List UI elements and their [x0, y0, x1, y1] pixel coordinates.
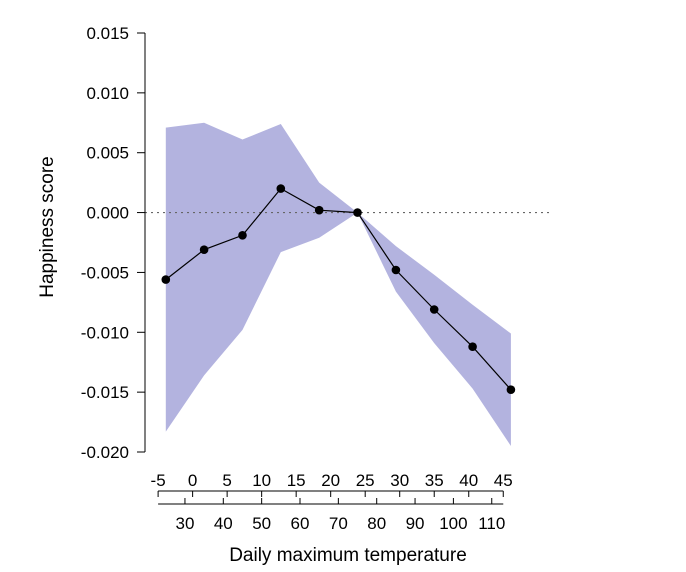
y-tick-label: -0.010	[81, 323, 129, 342]
y-tick-label: -0.015	[81, 383, 129, 402]
x-tick-label-fahrenheit: 60	[291, 514, 310, 533]
x-tick-label-celsius: 40	[459, 471, 478, 490]
y-tick-label: 0.000	[86, 204, 129, 223]
data-point	[276, 184, 286, 193]
data-point	[199, 245, 209, 254]
y-tick-label: -0.020	[81, 443, 129, 462]
data-point	[468, 342, 477, 352]
y-axis-title: Happiness score	[37, 156, 58, 298]
data-point	[429, 305, 439, 314]
x-tick-label-fahrenheit: 40	[214, 514, 233, 533]
x-tick-label-celsius: 35	[425, 471, 444, 490]
y-tick-label: 0.015	[86, 24, 129, 43]
x-tick-label-fahrenheit: 80	[367, 514, 386, 533]
y-tick-label: 0.005	[86, 144, 129, 163]
data-point	[238, 231, 247, 240]
x-tick-label-fahrenheit: 50	[252, 514, 271, 533]
x-tick-label-celsius: 25	[356, 471, 375, 490]
x-tick-label-celsius: 20	[321, 471, 340, 490]
x-tick-label-celsius: 30	[390, 471, 409, 490]
data-point	[161, 275, 171, 284]
confidence-band	[165, 122, 511, 447]
x-tick-label-fahrenheit: 110	[478, 514, 505, 533]
x-tick-label-fahrenheit: 70	[329, 514, 348, 533]
x-tick-label-celsius: 10	[252, 471, 271, 490]
y-tick-label: -0.005	[81, 263, 129, 282]
data-point	[353, 208, 362, 217]
y-tick-label: 0.010	[86, 84, 129, 103]
x-tick-label-celsius: 0	[188, 471, 197, 490]
series-line	[165, 187, 512, 391]
x-axis-title: Daily maximum temperature	[229, 545, 467, 566]
data-point	[391, 265, 401, 275]
data-point	[506, 385, 516, 395]
x-tick-label-fahrenheit: 90	[406, 514, 425, 533]
x-tick-label-celsius: 15	[287, 471, 306, 490]
x-tick-label-celsius: 5	[222, 471, 231, 490]
data-point	[314, 205, 324, 215]
x-tick-label-fahrenheit: 30	[175, 514, 194, 533]
x-tick-label-celsius: -5	[151, 471, 166, 490]
x-tick-label-fahrenheit: 100	[439, 514, 467, 533]
x-tick-label-celsius: 45	[494, 471, 513, 490]
